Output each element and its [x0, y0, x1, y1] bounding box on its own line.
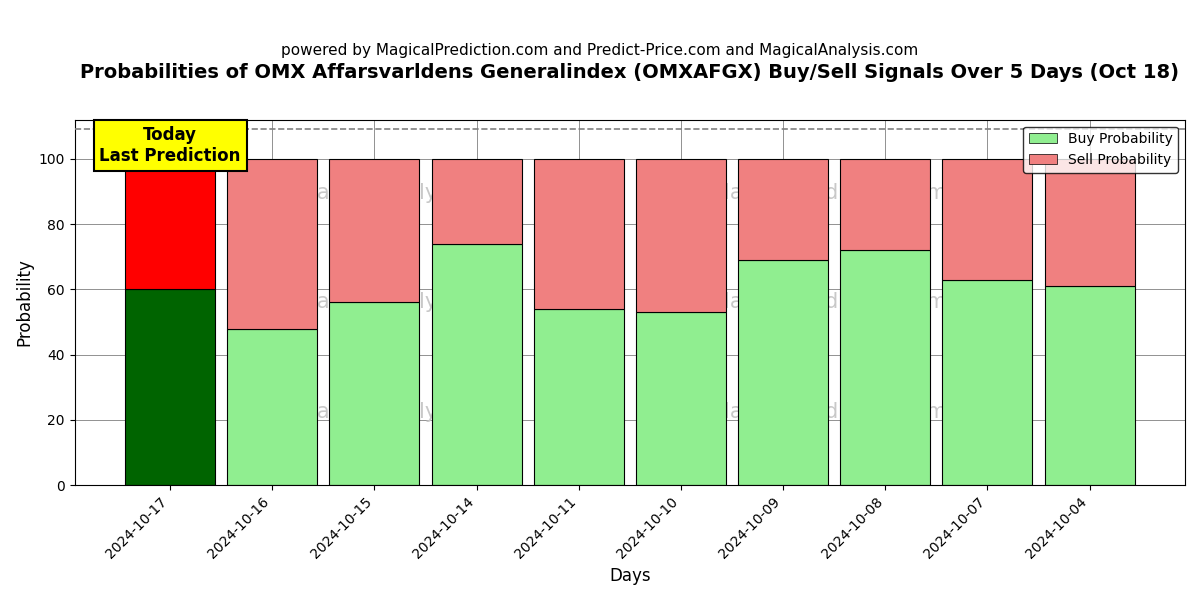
Bar — [942, 159, 1032, 280]
Bar — [738, 260, 828, 485]
Y-axis label: Probability: Probability — [16, 259, 34, 346]
Title: Probabilities of OMX Affarsvarldens Generalindex (OMXAFGX) Buy/Sell Signals Over: Probabilities of OMX Affarsvarldens Gene… — [80, 63, 1180, 82]
Bar — [432, 159, 522, 244]
Text: MagicalAnalysis.com: MagicalAnalysis.com — [299, 183, 516, 203]
Bar — [636, 312, 726, 485]
Bar — [840, 159, 930, 250]
Bar — [330, 302, 419, 485]
Bar — [636, 159, 726, 312]
Bar — [432, 244, 522, 485]
Bar — [534, 309, 624, 485]
Text: MagicalPrediction.com: MagicalPrediction.com — [713, 292, 947, 313]
Text: MagicalPrediction.com: MagicalPrediction.com — [713, 183, 947, 203]
Text: powered by MagicalPrediction.com and Predict-Price.com and MagicalAnalysis.com: powered by MagicalPrediction.com and Pre… — [281, 43, 919, 58]
Text: MagicalPrediction.com: MagicalPrediction.com — [713, 402, 947, 422]
Text: MagicalAnalysis.com: MagicalAnalysis.com — [299, 402, 516, 422]
Text: Today
Last Prediction: Today Last Prediction — [100, 126, 241, 165]
Bar — [738, 159, 828, 260]
Bar — [840, 250, 930, 485]
Text: MagicalAnalysis.com: MagicalAnalysis.com — [299, 292, 516, 313]
Bar — [227, 159, 317, 329]
Bar — [125, 289, 215, 485]
Bar — [1045, 286, 1134, 485]
Bar — [227, 329, 317, 485]
X-axis label: Days: Days — [610, 567, 650, 585]
Legend: Buy Probability, Sell Probability: Buy Probability, Sell Probability — [1024, 127, 1178, 173]
Bar — [330, 159, 419, 302]
Bar — [125, 159, 215, 289]
Bar — [1045, 159, 1134, 286]
Bar — [534, 159, 624, 309]
Bar — [942, 280, 1032, 485]
